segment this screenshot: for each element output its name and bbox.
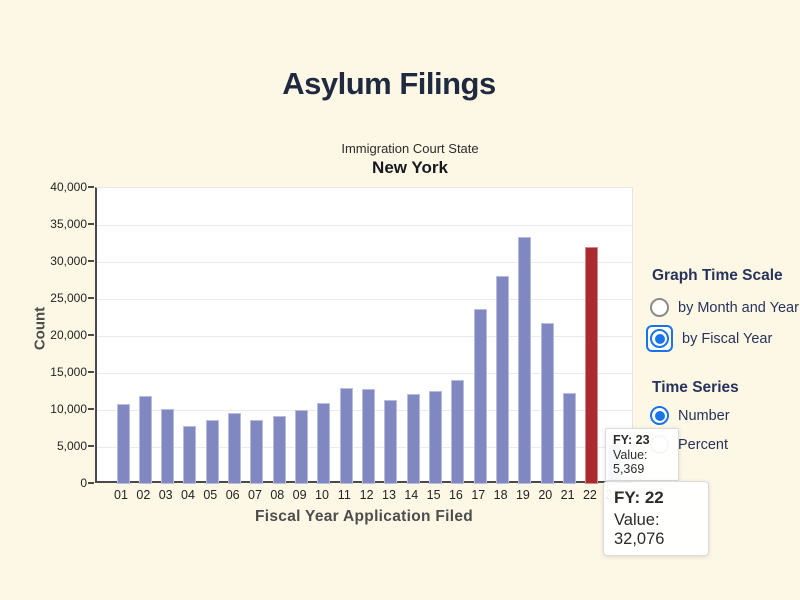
y-tick-mark [88, 297, 94, 299]
tooltip-value-line: Value: 32,076 [614, 511, 665, 548]
x-tick-label: 20 [538, 488, 553, 502]
y-tick-mark [88, 186, 94, 188]
y-tick-mark [88, 260, 94, 262]
gridline [97, 262, 632, 263]
bar-fy-07[interactable] [250, 419, 264, 484]
bar-fy-11[interactable] [339, 388, 353, 484]
bar-fy-19[interactable] [518, 236, 532, 484]
y-tick-label: 25,000 [50, 291, 87, 305]
x-tick-label: 09 [292, 488, 307, 502]
gridline [97, 373, 632, 374]
chart-subtitle-state: New York [372, 158, 448, 177]
bar-fy-22[interactable] [585, 246, 599, 484]
gridline [97, 225, 632, 226]
time-series-heading: Time Series [652, 379, 739, 396]
y-tick-label: 0 [80, 476, 87, 490]
bar-fy-02[interactable] [138, 395, 152, 484]
radio-focus-ring [646, 325, 673, 352]
y-tick-mark [88, 408, 94, 410]
x-tick-label: 19 [515, 488, 530, 502]
bar-fy-14[interactable] [406, 393, 420, 484]
x-tick-label: 13 [382, 488, 396, 502]
radio-label[interactable]: by Fiscal Year [682, 330, 773, 347]
radio-label[interactable]: Number [678, 407, 730, 424]
y-tick-label: 40,000 [50, 180, 87, 194]
bar-fy-13[interactable] [384, 400, 398, 484]
y-tick-label: 5,000 [56, 439, 87, 453]
x-tick-label: 21 [560, 488, 575, 502]
radio-number[interactable]: Number [650, 406, 730, 425]
tooltip-fy-line: FY: 22 [614, 488, 664, 507]
x-tick-label: 08 [270, 488, 285, 502]
page-title: Asylum Filings [282, 66, 496, 101]
x-tick-label: 16 [448, 488, 463, 502]
x-axis-title: Fiscal Year Application Filed [254, 508, 474, 525]
gridline [97, 336, 632, 337]
x-tick-label: 02 [136, 488, 151, 502]
radio-label[interactable]: Percent [678, 436, 728, 453]
y-tick-label: 10,000 [50, 402, 87, 416]
radio-selected-icon[interactable] [650, 406, 669, 425]
y-tick-label: 35,000 [50, 217, 87, 231]
bar-fy-15[interactable] [429, 390, 443, 484]
y-tick-label: 20,000 [50, 328, 87, 342]
bar-fy-09[interactable] [295, 410, 309, 484]
tooltip-fy22: FY: 22 Value: 32,076 [603, 481, 709, 556]
radio-unselected-icon[interactable] [650, 298, 669, 317]
bar-fy-04[interactable] [183, 425, 197, 484]
x-tick-label: 17 [471, 488, 486, 502]
chart-subtitle-label: Immigration Court State [341, 141, 479, 156]
gridline [97, 299, 632, 300]
x-tick-label: 03 [158, 488, 173, 502]
x-tick-label: 10 [315, 488, 329, 502]
radio-by-fiscal-year[interactable]: by Fiscal Year [646, 325, 772, 352]
x-tick-label: 07 [248, 488, 262, 502]
x-tick-label: 11 [337, 488, 351, 502]
tooltip-fy-line: FY: 23 [613, 433, 650, 447]
bar-fy-10[interactable] [317, 403, 331, 484]
bar-fy-12[interactable] [362, 388, 376, 484]
x-tick-label: 18 [493, 488, 508, 502]
x-tick-label: 22 [582, 488, 597, 502]
bar-fy-06[interactable] [228, 412, 242, 484]
bar-fy-17[interactable] [473, 308, 487, 484]
tooltip-value-line: Value: 5,369 [613, 448, 648, 476]
bar-fy-03[interactable] [161, 408, 175, 484]
x-tick-label: 01 [114, 488, 128, 502]
bar-fy-20[interactable] [540, 322, 554, 484]
x-tick-label: 05 [203, 488, 218, 502]
y-tick-mark [88, 445, 94, 447]
x-tick-label: 15 [426, 488, 441, 502]
radio-label[interactable]: by Month and Year [678, 299, 799, 316]
bar-fy-16[interactable] [451, 380, 465, 484]
y-tick-label: 30,000 [50, 254, 87, 268]
y-tick-mark [88, 482, 94, 484]
x-tick-label: 04 [181, 488, 195, 502]
radio-by-month-and-year[interactable]: by Month and Year [650, 298, 799, 317]
graph-time-scale-heading: Graph Time Scale [652, 267, 783, 284]
y-tick-mark [88, 223, 94, 225]
tooltip-fy23: FY: 23 Value: 5,369 [605, 428, 679, 481]
radio-selected-icon[interactable] [650, 329, 669, 348]
y-tick-mark [88, 371, 94, 373]
bar-fy-05[interactable] [205, 419, 219, 484]
plot-area [95, 187, 633, 484]
bar-fy-21[interactable] [563, 392, 577, 484]
x-tick-label: 06 [225, 488, 240, 502]
x-tick-label: 14 [404, 488, 419, 502]
y-tick-mark [88, 334, 94, 336]
bar-fy-01[interactable] [116, 404, 130, 484]
x-tick-label: 12 [359, 488, 374, 502]
y-tick-label: 15,000 [50, 365, 87, 379]
bar-fy-18[interactable] [496, 276, 510, 484]
bar-fy-08[interactable] [272, 415, 286, 484]
